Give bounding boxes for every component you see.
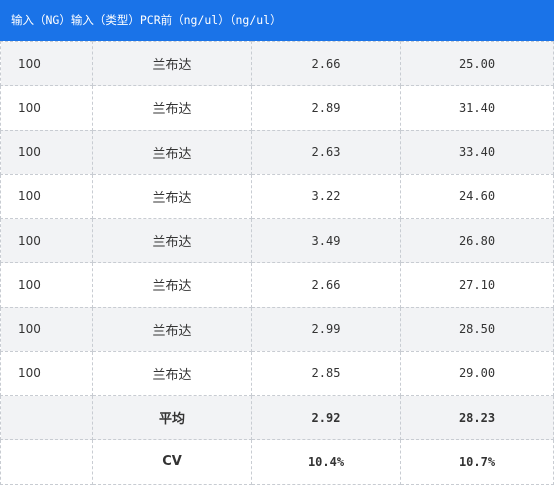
input-ng-cell: 100 (0, 129, 93, 175)
input-ng-cell: 100 (0, 173, 93, 220)
average-concentration-cell: 28.23 (400, 394, 554, 441)
input-ng-cell: 100 (0, 350, 93, 397)
input-type-cell: 兰布达 (92, 350, 252, 397)
input-type-cell: 兰布达 (92, 306, 252, 352)
concentration-cell: 26.80 (400, 217, 554, 264)
input-ng-cell: 100 (0, 40, 93, 87)
input-type-cell: 兰布达 (92, 40, 252, 87)
input-type-cell: 兰布达 (92, 129, 252, 175)
empty-cell (0, 439, 93, 485)
concentration-cell: 25.00 (400, 40, 554, 87)
results-table: 100 兰布达 2.66 25.00 100 兰布达 2.89 31.40 10… (0, 40, 554, 485)
table-header-text: 输入（NG）输入（类型）PCR前（ng/ul）（ng/ul） (11, 13, 282, 27)
average-pre-pcr-cell: 2.92 (251, 394, 401, 441)
summary-label-average: 平均 (92, 394, 252, 441)
pre-pcr-cell: 2.99 (251, 306, 401, 352)
table-row: 100 兰布达 2.66 27.10 (0, 262, 554, 308)
table-row: 100 兰布达 2.66 25.00 (0, 40, 554, 87)
table-header: 输入（NG）输入（类型）PCR前（ng/ul）（ng/ul） (0, 0, 554, 41)
pre-pcr-cell: 2.85 (251, 350, 401, 397)
pre-pcr-cell: 3.22 (251, 173, 401, 220)
table-row: 100 兰布达 2.63 33.40 (0, 129, 554, 175)
table-row: 100 兰布达 3.49 26.80 (0, 217, 554, 264)
average-row: 平均 2.92 28.23 (0, 394, 554, 441)
concentration-cell: 28.50 (400, 306, 554, 352)
table-row: 100 兰布达 2.85 29.00 (0, 350, 554, 397)
concentration-cell: 33.40 (400, 129, 554, 175)
input-ng-cell: 100 (0, 262, 93, 308)
pre-pcr-cell: 2.63 (251, 129, 401, 175)
pre-pcr-cell: 2.89 (251, 85, 401, 131)
input-type-cell: 兰布达 (92, 262, 252, 308)
input-type-cell: 兰布达 (92, 217, 252, 264)
pre-pcr-cell: 2.66 (251, 262, 401, 308)
cv-pre-pcr-cell: 10.4% (251, 439, 401, 485)
concentration-cell: 27.10 (400, 262, 554, 308)
table-row: 100 兰布达 2.99 28.50 (0, 306, 554, 352)
input-type-cell: 兰布达 (92, 85, 252, 131)
summary-label-cv: CV (92, 439, 252, 485)
empty-cell (0, 394, 93, 441)
table-row: 100 兰布达 2.89 31.40 (0, 85, 554, 131)
input-ng-cell: 100 (0, 217, 93, 264)
cv-row: CV 10.4% 10.7% (0, 439, 554, 485)
concentration-cell: 29.00 (400, 350, 554, 397)
table-row: 100 兰布达 3.22 24.60 (0, 173, 554, 220)
concentration-cell: 31.40 (400, 85, 554, 131)
input-ng-cell: 100 (0, 85, 93, 131)
pre-pcr-cell: 3.49 (251, 217, 401, 264)
input-type-cell: 兰布达 (92, 173, 252, 220)
cv-concentration-cell: 10.7% (400, 439, 554, 485)
concentration-cell: 24.60 (400, 173, 554, 220)
pre-pcr-cell: 2.66 (251, 40, 401, 87)
input-ng-cell: 100 (0, 306, 93, 352)
